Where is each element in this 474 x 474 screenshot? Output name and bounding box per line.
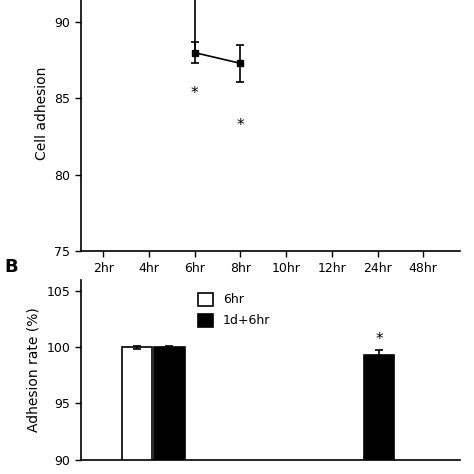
Text: *: *: [191, 86, 199, 101]
Bar: [122, 347, 152, 474]
Text: *: *: [375, 332, 383, 347]
Bar: [364, 355, 394, 474]
X-axis label: Incubation time: Incubation time: [205, 280, 335, 298]
Text: B: B: [5, 258, 18, 276]
Legend: 6hr, 1d+6hr: 6hr, 1d+6hr: [193, 288, 275, 332]
Y-axis label: Cell adhesion: Cell adhesion: [35, 67, 49, 160]
Text: *: *: [237, 118, 244, 134]
Bar: [154, 347, 185, 474]
Y-axis label: Adhesion rate (%): Adhesion rate (%): [27, 307, 41, 432]
